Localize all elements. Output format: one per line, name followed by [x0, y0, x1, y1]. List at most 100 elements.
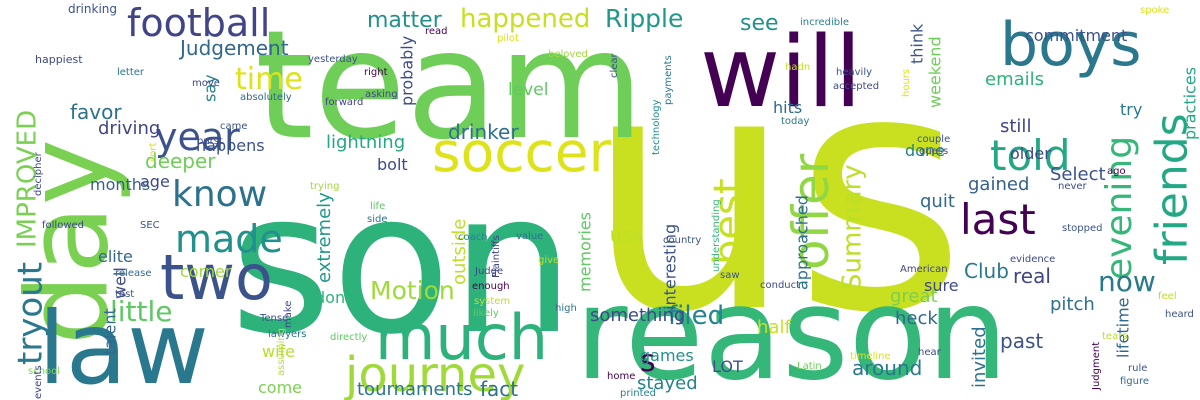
word-figure: figure: [1120, 376, 1150, 388]
word-drinker: drinker: [448, 120, 519, 145]
word-gained: gained: [968, 173, 1030, 195]
word-test: test: [115, 289, 135, 301]
word-evidence: evidence: [1010, 254, 1056, 266]
word-judgment: Judgment: [1091, 341, 1103, 390]
word-decipher: decipher: [33, 152, 45, 196]
word-guess: guess: [919, 146, 949, 158]
word-great: great: [890, 285, 938, 307]
word-outside: outside: [448, 218, 470, 285]
word-matter: matter: [367, 7, 442, 33]
word-tryout: tryout: [10, 261, 51, 365]
word-happened: happened: [460, 3, 591, 34]
word-extremely: extremely: [313, 192, 335, 283]
word-try: try: [1120, 99, 1143, 119]
word-summary: Summary: [837, 164, 868, 290]
word-burst: burst: [197, 136, 223, 148]
word-rule: rule: [1128, 363, 1148, 375]
word-time: time: [235, 61, 303, 97]
word-real: real: [1013, 264, 1051, 289]
word-team: team: [255, 0, 645, 173]
word-beloved: beloved: [548, 49, 588, 61]
word-give: give: [538, 255, 560, 267]
word-trying: trying: [310, 181, 340, 193]
word-never: never: [1058, 181, 1087, 193]
word-asking: asking: [365, 89, 398, 101]
word-conduct: conduct: [760, 280, 801, 292]
word-pitch: pitch: [1050, 293, 1095, 315]
word-past: past: [1000, 329, 1044, 354]
word-commitment: commitment: [1025, 25, 1128, 45]
word-side: side: [367, 214, 388, 226]
word-probably: probably: [397, 35, 417, 106]
word-memories: memories: [575, 211, 595, 292]
word-think: think: [907, 23, 927, 64]
word-see: see: [740, 10, 779, 36]
word-sure: sure: [924, 275, 959, 295]
word-now: now: [1098, 265, 1156, 299]
word-elite: elite: [98, 246, 133, 266]
word-release: release: [115, 268, 152, 280]
word-know: know: [172, 173, 268, 215]
word-lot: LOT: [712, 356, 743, 376]
word-level: level: [508, 79, 549, 100]
word-stayed: stayed: [637, 372, 698, 394]
word-came: came: [220, 121, 248, 133]
word-incredible: incredible: [800, 17, 850, 29]
word-forward: forward: [325, 97, 364, 109]
word-home: home: [607, 371, 636, 383]
word-told: told: [990, 131, 1071, 181]
word-weekend: weekend: [925, 36, 945, 108]
word-wife: wife: [262, 341, 296, 361]
word-done: done: [905, 140, 945, 160]
word-lightning: lightning: [326, 131, 406, 153]
word-half: half: [757, 316, 791, 338]
word-soccer: soccer: [432, 120, 612, 185]
word-heck: heck: [895, 307, 938, 329]
word-ago: ago: [1107, 166, 1126, 178]
word-don: don: [315, 287, 346, 307]
word-lifetime: lifetime: [1113, 297, 1133, 358]
word-bolt: bolt: [377, 154, 408, 174]
word-little: little: [110, 295, 173, 329]
word-usa: USA: [610, 226, 644, 246]
word-evening: evening: [1098, 135, 1140, 280]
word-value: value: [516, 231, 544, 243]
word-s: s: [640, 343, 656, 379]
word-move: move: [192, 78, 220, 90]
word-likely: likely: [473, 308, 499, 320]
word-letter: letter: [117, 67, 145, 79]
word-year: year: [155, 115, 240, 160]
word-lawyers: lawyers: [268, 329, 307, 341]
word-made: made: [175, 217, 283, 262]
word-journey: journey: [345, 347, 526, 400]
word-talent: talent: [100, 308, 120, 355]
word-hits: hits: [773, 97, 803, 117]
word-invited: invited: [968, 326, 990, 388]
word-fact: fact: [480, 377, 519, 400]
word-us: us: [585, 0, 967, 385]
word-select: Select: [1050, 163, 1106, 185]
word-happiest: happiest: [35, 53, 83, 67]
word-make: make: [283, 300, 295, 328]
word-heavily: heavily: [836, 67, 873, 79]
word-printed: printed: [620, 388, 656, 399]
word-stopped: stopped: [1062, 223, 1103, 235]
word-corner: corner: [180, 261, 232, 281]
word-latin: Latin: [797, 361, 822, 373]
word-drinking: drinking: [68, 1, 117, 16]
word-reason: reason: [575, 260, 1009, 400]
word-system: system: [474, 296, 511, 308]
word-sec: SEC: [140, 220, 160, 232]
word-technology: technology: [651, 99, 663, 155]
word-months: months: [90, 174, 151, 194]
word-judge: Judge: [475, 266, 504, 278]
word-hadn: hadn: [785, 62, 811, 74]
word-plaintiffs: Plaintiffs: [491, 235, 503, 278]
word-emails: emails: [985, 68, 1045, 90]
word-american: American: [900, 264, 948, 276]
word-right: right: [364, 67, 388, 79]
word-football: football: [127, 1, 271, 46]
word-enough: enough: [472, 281, 510, 293]
word-heard: heard: [1165, 309, 1194, 321]
word-pilot: pilot: [497, 33, 519, 45]
